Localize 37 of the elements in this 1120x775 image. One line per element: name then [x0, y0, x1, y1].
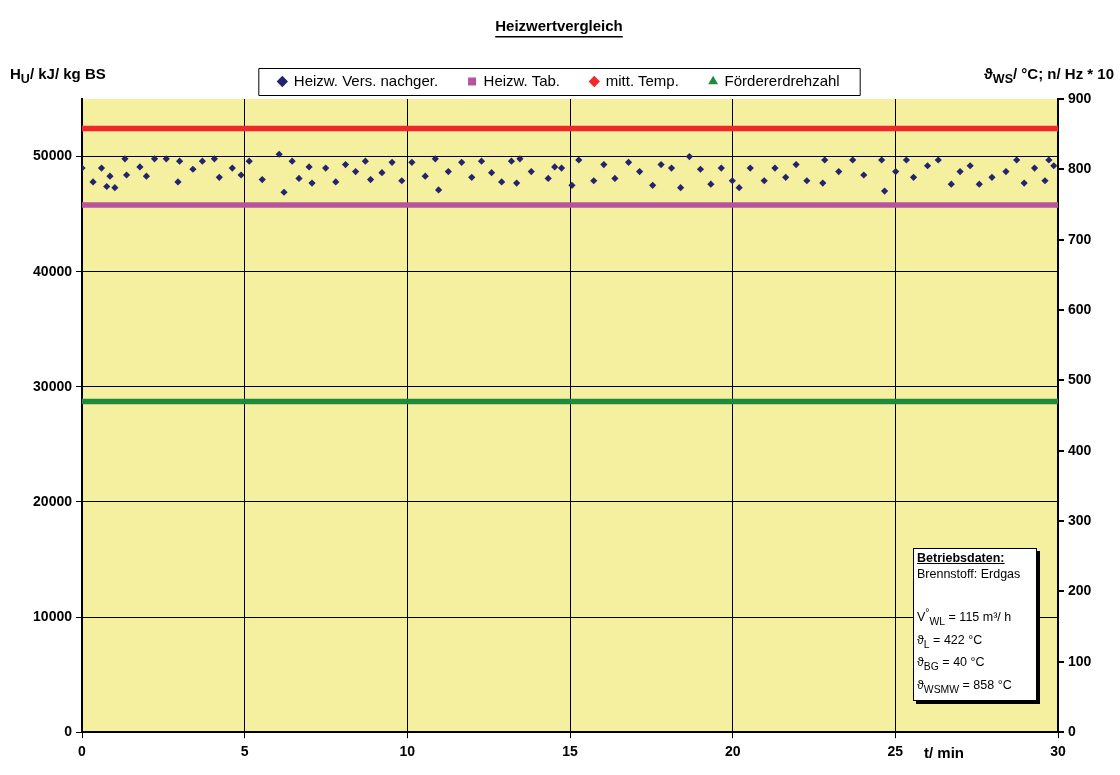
x-tick-label: 5	[240, 743, 249, 760]
y2-tick-label: 800	[1068, 160, 1092, 177]
x-tick-label: 30	[1050, 743, 1066, 760]
annotation: ϑ$_{WSMW}$ = 858 °C	[917, 676, 1013, 697]
legend-label: Heizw. Vers. nachger.	[293, 71, 439, 89]
annotation: Brennstoff: Erdgas	[917, 566, 1022, 583]
y2-tick-label: 700	[1068, 230, 1092, 247]
y2-tick-label: 600	[1068, 300, 1092, 317]
y-tick-label: 20000	[33, 492, 73, 509]
y2-tick-label: 200	[1068, 582, 1092, 599]
y-tick-label: 30000	[33, 377, 73, 394]
annotation: ϑ$_{BG}$ = 40 °C	[917, 654, 986, 674]
legend-label: Heizw. Tab.	[483, 71, 561, 89]
x-tick-label: 15	[562, 743, 578, 760]
x-tick-label: 10	[399, 743, 416, 760]
y2-tick-label: 100	[1068, 652, 1092, 669]
annotation: Betriebsdaten:	[917, 551, 1006, 565]
y2-axis-title: ϑ$_{WS}$/ °C; n/ Hz * 10	[984, 65, 1114, 86]
x-tick-label: 20	[724, 743, 741, 760]
x-tick-label: 0	[78, 743, 87, 760]
y2-tick-label: 400	[1068, 441, 1092, 458]
y2-tick-label: 0	[1068, 723, 1076, 740]
y2-tick-label: 300	[1068, 511, 1092, 528]
y-axis-title: H$_{U}$/ kJ/ kg BS	[10, 65, 106, 86]
x-axis-title: t/ min	[924, 744, 964, 761]
y-tick-label: 50000	[33, 147, 73, 164]
y2-tick-label: 500	[1068, 371, 1092, 388]
x-tick-label: 25	[887, 743, 904, 760]
annotation: V$^{°}$$_{WL}$ = 115 m³/ h	[917, 606, 1013, 629]
chart-title: Heizwertvergleich	[495, 17, 623, 35]
y-tick-label: 40000	[33, 262, 73, 279]
y-tick-label: 10000	[33, 607, 73, 624]
annotation: ϑ$_{L}$ = 422 °C	[917, 631, 984, 652]
y2-tick-label: 900	[1068, 89, 1092, 106]
legend-label: Fördererdrehzahl	[724, 71, 840, 89]
legend-label: mitt. Temp.	[605, 71, 679, 89]
y-tick-label: 0	[64, 723, 73, 740]
